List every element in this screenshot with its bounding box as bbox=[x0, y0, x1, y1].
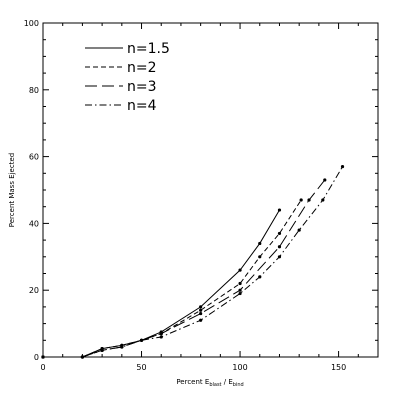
y-tick-label: 80 bbox=[29, 86, 39, 95]
x-tick-label: 50 bbox=[136, 363, 146, 372]
legend-label-3: n=3 bbox=[127, 79, 157, 95]
series-4-point bbox=[139, 338, 144, 342]
series-2-point bbox=[238, 281, 242, 286]
x-axis-title-mid: / E bbox=[222, 378, 233, 386]
series-4-point bbox=[120, 345, 124, 349]
series-4-point bbox=[100, 348, 104, 352]
series-4-point bbox=[238, 291, 242, 296]
series-4-point bbox=[258, 275, 262, 279]
plot-frame bbox=[42, 22, 379, 358]
series-2-point bbox=[258, 255, 262, 259]
y-tick-label: 100 bbox=[24, 19, 39, 28]
series-4-point bbox=[340, 165, 345, 169]
y-tick-label: 40 bbox=[29, 219, 39, 228]
series-4-point bbox=[297, 228, 301, 232]
series-4-point bbox=[159, 335, 163, 339]
series-1-point bbox=[277, 208, 282, 212]
series-3-point bbox=[199, 311, 203, 316]
series-3-point bbox=[238, 288, 242, 292]
series-group bbox=[41, 165, 345, 359]
x-axis-title-sub2: bind bbox=[233, 382, 244, 388]
series-2-point bbox=[199, 308, 203, 312]
series-3-point bbox=[307, 198, 311, 202]
axis-ticks: 0 50 100 150 0 20 40 60 80 100 bbox=[24, 19, 378, 372]
legend-label-2: n=2 bbox=[127, 60, 157, 76]
series-3-point bbox=[159, 332, 163, 336]
x-axis-title-main: Percent E bbox=[176, 378, 209, 386]
x-tick-label: 100 bbox=[232, 363, 247, 372]
x-axis-title-sub1: blast bbox=[209, 382, 221, 388]
series-line-2 bbox=[43, 199, 302, 358]
y-tick-label: 20 bbox=[29, 286, 39, 295]
series-4-point bbox=[321, 198, 325, 202]
series-line-3 bbox=[43, 179, 326, 358]
legend-label-4: n=4 bbox=[127, 98, 157, 114]
series-3-point bbox=[323, 178, 327, 182]
x-tick-label: 150 bbox=[331, 363, 346, 372]
series-4-point bbox=[41, 355, 45, 359]
series-line-4 bbox=[43, 166, 343, 358]
x-tick-label: 0 bbox=[40, 363, 45, 372]
legend-label-1: n=1.5 bbox=[127, 41, 170, 57]
series-4-point bbox=[199, 318, 203, 322]
series-2-point bbox=[299, 198, 303, 202]
legend: n=1.5 n=2 n=3 n=4 bbox=[85, 41, 170, 114]
y-tick-label: 60 bbox=[29, 153, 39, 162]
y-axis-title: Percent Mass Ejected bbox=[8, 153, 16, 227]
series-2-point bbox=[277, 231, 282, 236]
series-4-point bbox=[277, 255, 282, 259]
x-axis-title: Percent Eblast / Ebind bbox=[176, 378, 243, 388]
series-3-point bbox=[277, 245, 282, 249]
y-tick-label: 0 bbox=[34, 353, 39, 362]
series-1-point bbox=[258, 241, 262, 246]
series-1-point bbox=[238, 268, 242, 272]
series-1-point bbox=[199, 305, 203, 309]
series-4-point bbox=[80, 355, 85, 359]
